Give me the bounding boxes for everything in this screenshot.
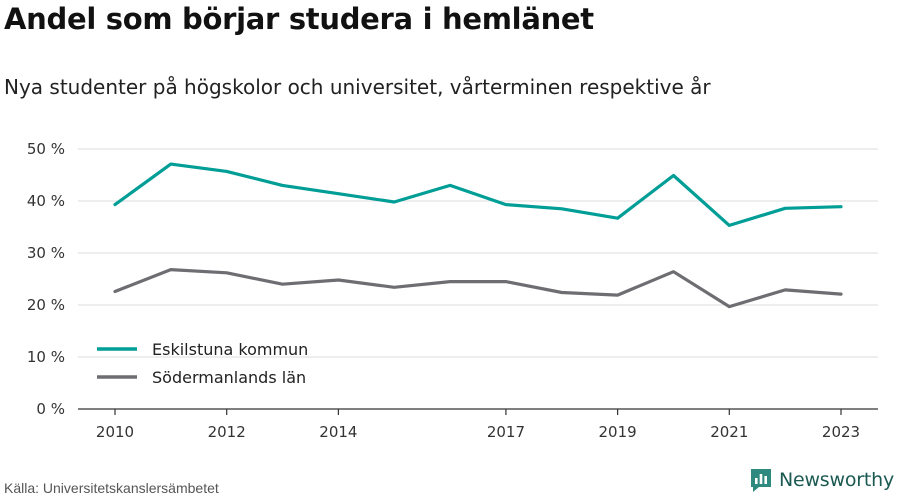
x-tick-label: 2019 <box>599 423 637 441</box>
x-tick-label: 2014 <box>319 423 357 441</box>
chart-subtitle: Nya studenter på högskolor och universit… <box>4 75 711 99</box>
legend-label: Eskilstuna kommun <box>152 340 308 359</box>
series-line-1 <box>113 162 843 227</box>
brand-logo: Newsworthy <box>749 467 894 493</box>
y-axis-ticks: 0 % 10 % 20 % 30 % 40 % 50 % <box>27 140 65 418</box>
y-tick-label: 20 % <box>27 296 65 314</box>
brand-name: Newsworthy <box>778 469 894 491</box>
x-tick-label: 2012 <box>208 423 246 441</box>
newsworthy-logo-icon <box>750 469 771 492</box>
legend: Eskilstuna kommun Södermanlands län <box>97 340 308 387</box>
y-tick-label: 0 % <box>36 400 65 418</box>
x-tick-label: 2010 <box>96 423 134 441</box>
legend-label: Södermanlands län <box>152 368 306 387</box>
series-lines <box>113 162 843 309</box>
chart-title: Andel som börjar studera i hemlänet <box>4 2 594 36</box>
x-axis: 2010 2012 2014 2017 2019 2021 2023 <box>78 408 878 441</box>
gridlines <box>78 148 878 358</box>
x-tick-label: 2023 <box>822 423 860 441</box>
source-note: Källa: Universitetskanslersämbetet <box>4 480 219 496</box>
y-tick-label: 10 % <box>27 348 65 366</box>
x-tick-label: 2017 <box>487 423 525 441</box>
x-tick-label: 2021 <box>710 423 748 441</box>
series-line-2 <box>113 268 843 309</box>
y-tick-label: 40 % <box>27 192 65 210</box>
line-chart: 0 % 10 % 20 % 30 % 40 % 50 % 2010 2012 2014 2017… <box>27 140 878 441</box>
y-tick-label: 50 % <box>27 140 65 158</box>
y-tick-label: 30 % <box>27 244 65 262</box>
